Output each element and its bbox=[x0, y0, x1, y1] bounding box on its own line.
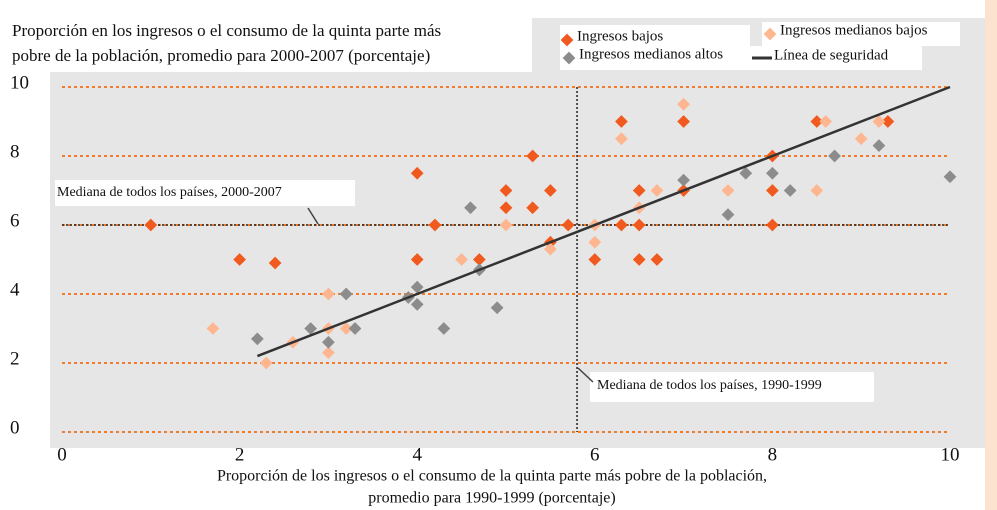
point bbox=[233, 253, 246, 266]
x-axis-label: promedio para 1990-1999 (porcentaje) bbox=[368, 490, 615, 507]
chart-title: pobre de la población, promedio para 200… bbox=[12, 46, 430, 65]
x-tick-label: 6 bbox=[590, 444, 600, 465]
safety-line bbox=[256, 85, 951, 358]
y-tick-label: 4 bbox=[10, 279, 20, 300]
legend-box bbox=[560, 46, 752, 70]
y-tick-label: 6 bbox=[10, 210, 20, 231]
point bbox=[472, 253, 486, 266]
point bbox=[410, 166, 424, 180]
x-tick-label: 10 bbox=[941, 444, 960, 465]
title-box bbox=[8, 16, 532, 72]
legend-box bbox=[752, 46, 922, 70]
legend-box bbox=[762, 22, 960, 46]
chart-title: Proporción en los ingresos o el consumo … bbox=[12, 21, 441, 40]
point bbox=[410, 280, 424, 294]
point bbox=[206, 322, 220, 335]
point bbox=[428, 218, 442, 232]
y-tick-label: 8 bbox=[10, 141, 20, 162]
annotation-box bbox=[590, 372, 874, 402]
annotation: Mediana de todos los países, 2000-2007 bbox=[57, 185, 282, 200]
leader-line bbox=[577, 367, 594, 383]
legend-label: Ingresos medianos bajos bbox=[780, 22, 928, 38]
point bbox=[322, 346, 335, 360]
point bbox=[322, 335, 335, 349]
point bbox=[322, 287, 335, 301]
point bbox=[464, 201, 477, 215]
point bbox=[437, 322, 451, 335]
y-tick-label: 2 bbox=[10, 348, 20, 369]
x-tick-label: 0 bbox=[57, 444, 67, 465]
point bbox=[339, 287, 353, 301]
leader-line bbox=[307, 207, 319, 225]
point bbox=[410, 253, 424, 266]
point bbox=[499, 184, 513, 197]
x-axis-label: Proporción de los ingresos o el consumo … bbox=[217, 468, 767, 485]
legend-box bbox=[560, 25, 750, 47]
y-tick-label: 0 bbox=[10, 417, 20, 438]
point bbox=[348, 322, 362, 335]
point bbox=[455, 253, 468, 266]
annotation: Mediana de todos los países, 1990-1999 bbox=[597, 378, 822, 393]
annotation-box bbox=[55, 180, 355, 206]
side-strip bbox=[985, 0, 997, 510]
point bbox=[259, 356, 273, 370]
point bbox=[499, 201, 513, 215]
point bbox=[490, 301, 504, 315]
x-tick-label: 8 bbox=[768, 444, 778, 465]
point bbox=[499, 218, 513, 232]
point bbox=[144, 218, 158, 232]
legend-label: Ingresos bajos bbox=[577, 28, 663, 44]
x-tick-label: 2 bbox=[235, 444, 245, 465]
legend-label: Ingresos medianos altos bbox=[579, 46, 723, 62]
x-tick-label: 4 bbox=[412, 444, 422, 465]
point bbox=[268, 256, 282, 270]
point bbox=[339, 322, 353, 335]
y-tick-label: 10 bbox=[10, 72, 29, 93]
legend-label: Línea de seguridad bbox=[774, 47, 889, 63]
point bbox=[304, 322, 318, 335]
legend: Ingresos bajos Ingresos medianos bajos Ing… bbox=[560, 22, 928, 65]
point bbox=[410, 297, 424, 311]
